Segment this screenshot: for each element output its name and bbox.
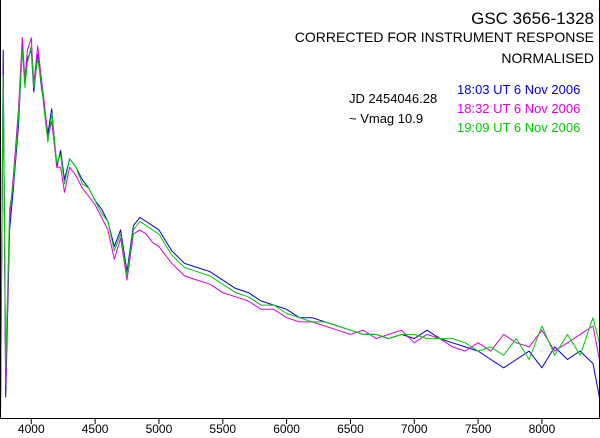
x-tick-label: 5500 bbox=[209, 422, 236, 436]
x-tick-label: 4000 bbox=[18, 422, 45, 436]
x-tick-label: 6500 bbox=[337, 422, 364, 436]
series-line-3 bbox=[0, 45, 600, 377]
legend: 18:03 UT 6 Nov 2006 18:32 UT 6 Nov 2006 19… bbox=[457, 82, 580, 135]
x-tick-label: 4500 bbox=[82, 422, 109, 436]
annotation-jd: JD 2454046.28 bbox=[349, 91, 437, 106]
x-tick-label: 5000 bbox=[146, 422, 173, 436]
series-layer bbox=[0, 37, 600, 410]
legend-entry-1: 18:03 UT 6 Nov 2006 bbox=[457, 82, 580, 97]
annotation-vmag: ~ Vmag 10.9 bbox=[349, 111, 423, 126]
chart-title: GSC 3656-1328 bbox=[471, 9, 594, 28]
series-line-2 bbox=[0, 37, 600, 398]
legend-entry-3: 19:09 UT 6 Nov 2006 bbox=[457, 120, 580, 135]
x-ticks: 4000 4500 5000 5500 6000 6500 7000 7500 8000 bbox=[18, 418, 556, 436]
legend-entry-2: 18:32 UT 6 Nov 2006 bbox=[457, 101, 580, 116]
x-tick-label: 6000 bbox=[273, 422, 300, 436]
x-tick-label: 8000 bbox=[529, 422, 556, 436]
x-tick-label: 7000 bbox=[401, 422, 428, 436]
x-tick-label: 7500 bbox=[465, 422, 492, 436]
chart-subtitle-line-1: CORRECTED FOR INSTRUMENT RESPONSE bbox=[295, 29, 594, 45]
chart-subtitle-line-2: NORMALISED bbox=[501, 50, 594, 66]
